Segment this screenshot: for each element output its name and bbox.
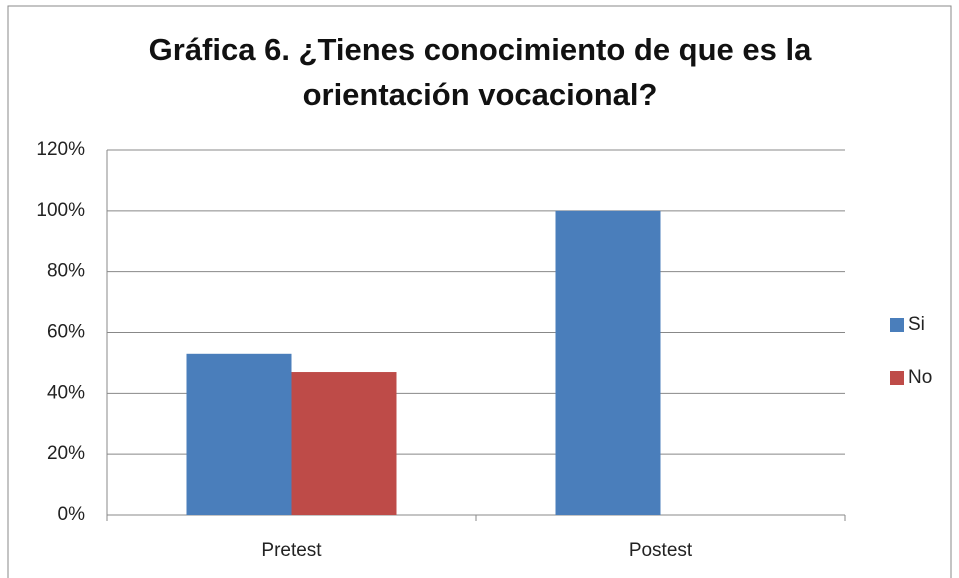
bar xyxy=(186,353,292,515)
chart-title: Gráfica 6. ¿Tienes conocimiento de que e… xyxy=(149,32,812,67)
y-tick-label: 100% xyxy=(36,200,85,221)
x-tick-label: Pretest xyxy=(261,540,322,561)
legend-label: Si xyxy=(908,314,925,335)
y-tick-label: 0% xyxy=(58,504,86,525)
chart-frame xyxy=(7,5,952,578)
x-tick-label: Postest xyxy=(629,540,693,561)
legend-swatch xyxy=(890,318,904,332)
chart-title: orientación vocacional? xyxy=(303,77,658,112)
y-tick-label: 40% xyxy=(47,382,85,403)
legend-label: No xyxy=(908,367,932,388)
y-tick-label: 80% xyxy=(47,261,85,282)
legend-swatch xyxy=(890,371,904,385)
y-tick-label: 20% xyxy=(47,443,85,464)
bar xyxy=(291,372,397,515)
y-tick-label: 120% xyxy=(36,139,85,160)
bar xyxy=(555,210,661,516)
y-tick-label: 60% xyxy=(47,322,85,343)
